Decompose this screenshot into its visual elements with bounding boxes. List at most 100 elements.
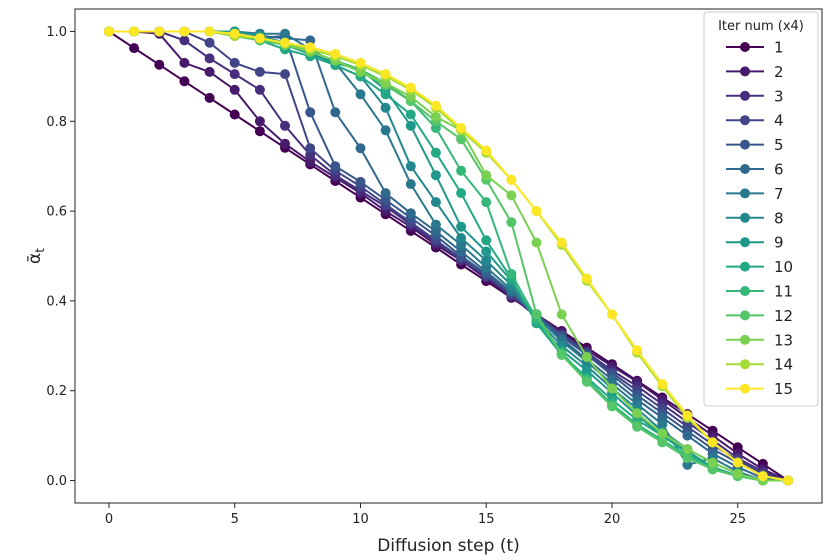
- data-point: [632, 345, 643, 356]
- data-point: [305, 143, 316, 154]
- data-point: [229, 69, 240, 80]
- legend-label: 6: [774, 161, 784, 179]
- x-tick-label: 20: [604, 512, 621, 527]
- series-layer: [104, 26, 793, 486]
- plot-frame: [74, 8, 823, 504]
- data-point: [581, 273, 592, 284]
- legend-marker: [740, 188, 750, 199]
- data-point: [330, 161, 341, 172]
- data-point: [506, 217, 517, 228]
- legend-marker: [740, 310, 750, 321]
- data-point: [204, 66, 215, 77]
- legend-marker: [740, 212, 750, 223]
- data-point: [380, 188, 391, 199]
- x-tick-label: 5: [231, 512, 239, 527]
- legend-entry: 11: [726, 283, 793, 301]
- legend-entry: 10: [726, 258, 793, 276]
- legend-marker: [740, 42, 750, 52]
- data-point: [179, 26, 190, 37]
- data-point: [707, 457, 718, 468]
- data-point: [129, 43, 140, 54]
- data-point: [581, 376, 592, 387]
- data-point: [355, 89, 366, 100]
- data-point: [531, 206, 542, 217]
- data-point: [355, 176, 366, 187]
- data-point: [481, 170, 492, 181]
- data-point: [430, 170, 441, 181]
- series-15: [104, 26, 793, 486]
- data-point: [405, 82, 416, 93]
- series-line: [109, 30, 789, 482]
- tick-layer: 0 5 10 15 20 25 0.0 0.2 0.4 0.6 0.8 1.0: [46, 25, 746, 527]
- data-point: [254, 33, 265, 44]
- legend-box: [703, 11, 819, 407]
- y-axis-label-subscript: t: [33, 248, 47, 253]
- legend-entry: 7: [726, 185, 784, 203]
- legend-label: 8: [774, 209, 784, 227]
- legend-marker: [740, 115, 750, 126]
- legend-label: 12: [774, 307, 793, 325]
- data-point: [355, 143, 366, 154]
- legend-label: 3: [774, 87, 784, 105]
- data-point: [456, 165, 467, 176]
- data-point: [229, 84, 240, 95]
- legend-label: 13: [774, 331, 793, 349]
- legend-label: 15: [774, 380, 793, 398]
- y-axis-label: ᾱt: [25, 248, 47, 264]
- data-point: [405, 208, 416, 219]
- x-tick-label: 15: [478, 512, 495, 527]
- data-point: [607, 309, 617, 320]
- x-tick-label: 0: [105, 512, 113, 527]
- legend-marker: [740, 237, 750, 248]
- data-point: [657, 428, 668, 439]
- data-point: [405, 161, 416, 172]
- legend-marker: [740, 286, 750, 296]
- data-point: [607, 401, 617, 412]
- data-point: [430, 219, 441, 230]
- legend-label: 7: [774, 185, 784, 203]
- data-point: [430, 147, 441, 158]
- data-point: [355, 57, 366, 68]
- legend-marker: [740, 164, 750, 174]
- data-point: [204, 53, 215, 64]
- data-point: [204, 26, 215, 37]
- data-point: [179, 57, 190, 68]
- legend-label: 1: [774, 39, 784, 57]
- data-point: [405, 120, 416, 131]
- legend-label: 2: [774, 63, 784, 81]
- data-point: [481, 197, 492, 208]
- data-point: [682, 410, 693, 421]
- data-point: [506, 269, 517, 279]
- data-point: [783, 475, 793, 486]
- data-point: [154, 26, 165, 37]
- legend-entry: 14: [726, 356, 793, 374]
- legend-entry: 1: [726, 39, 784, 57]
- y-tick-label: 0.2: [46, 384, 67, 399]
- x-tick-label: 25: [729, 512, 746, 527]
- legend-marker: [740, 139, 750, 150]
- legend-marker: [740, 90, 750, 101]
- legend-label: 9: [774, 234, 784, 252]
- legend-entry: 3: [726, 87, 784, 105]
- legend-entry: 13: [726, 331, 793, 349]
- legend-entry: 15: [726, 380, 793, 398]
- data-point: [481, 255, 492, 266]
- data-point: [456, 233, 467, 243]
- legend-entry: 4: [726, 112, 784, 130]
- data-point: [254, 126, 265, 137]
- legend-label: 4: [774, 112, 784, 130]
- data-point: [229, 57, 240, 68]
- data-point: [556, 309, 567, 320]
- y-tick-label: 0.6: [46, 205, 67, 220]
- legend-marker: [740, 261, 750, 272]
- data-point: [154, 59, 165, 70]
- legend-marker: [740, 383, 750, 394]
- data-point: [380, 102, 391, 113]
- legend-marker: [740, 359, 750, 370]
- data-point: [732, 468, 743, 479]
- data-point: [430, 111, 441, 122]
- data-point: [254, 116, 265, 127]
- data-point: [430, 100, 441, 111]
